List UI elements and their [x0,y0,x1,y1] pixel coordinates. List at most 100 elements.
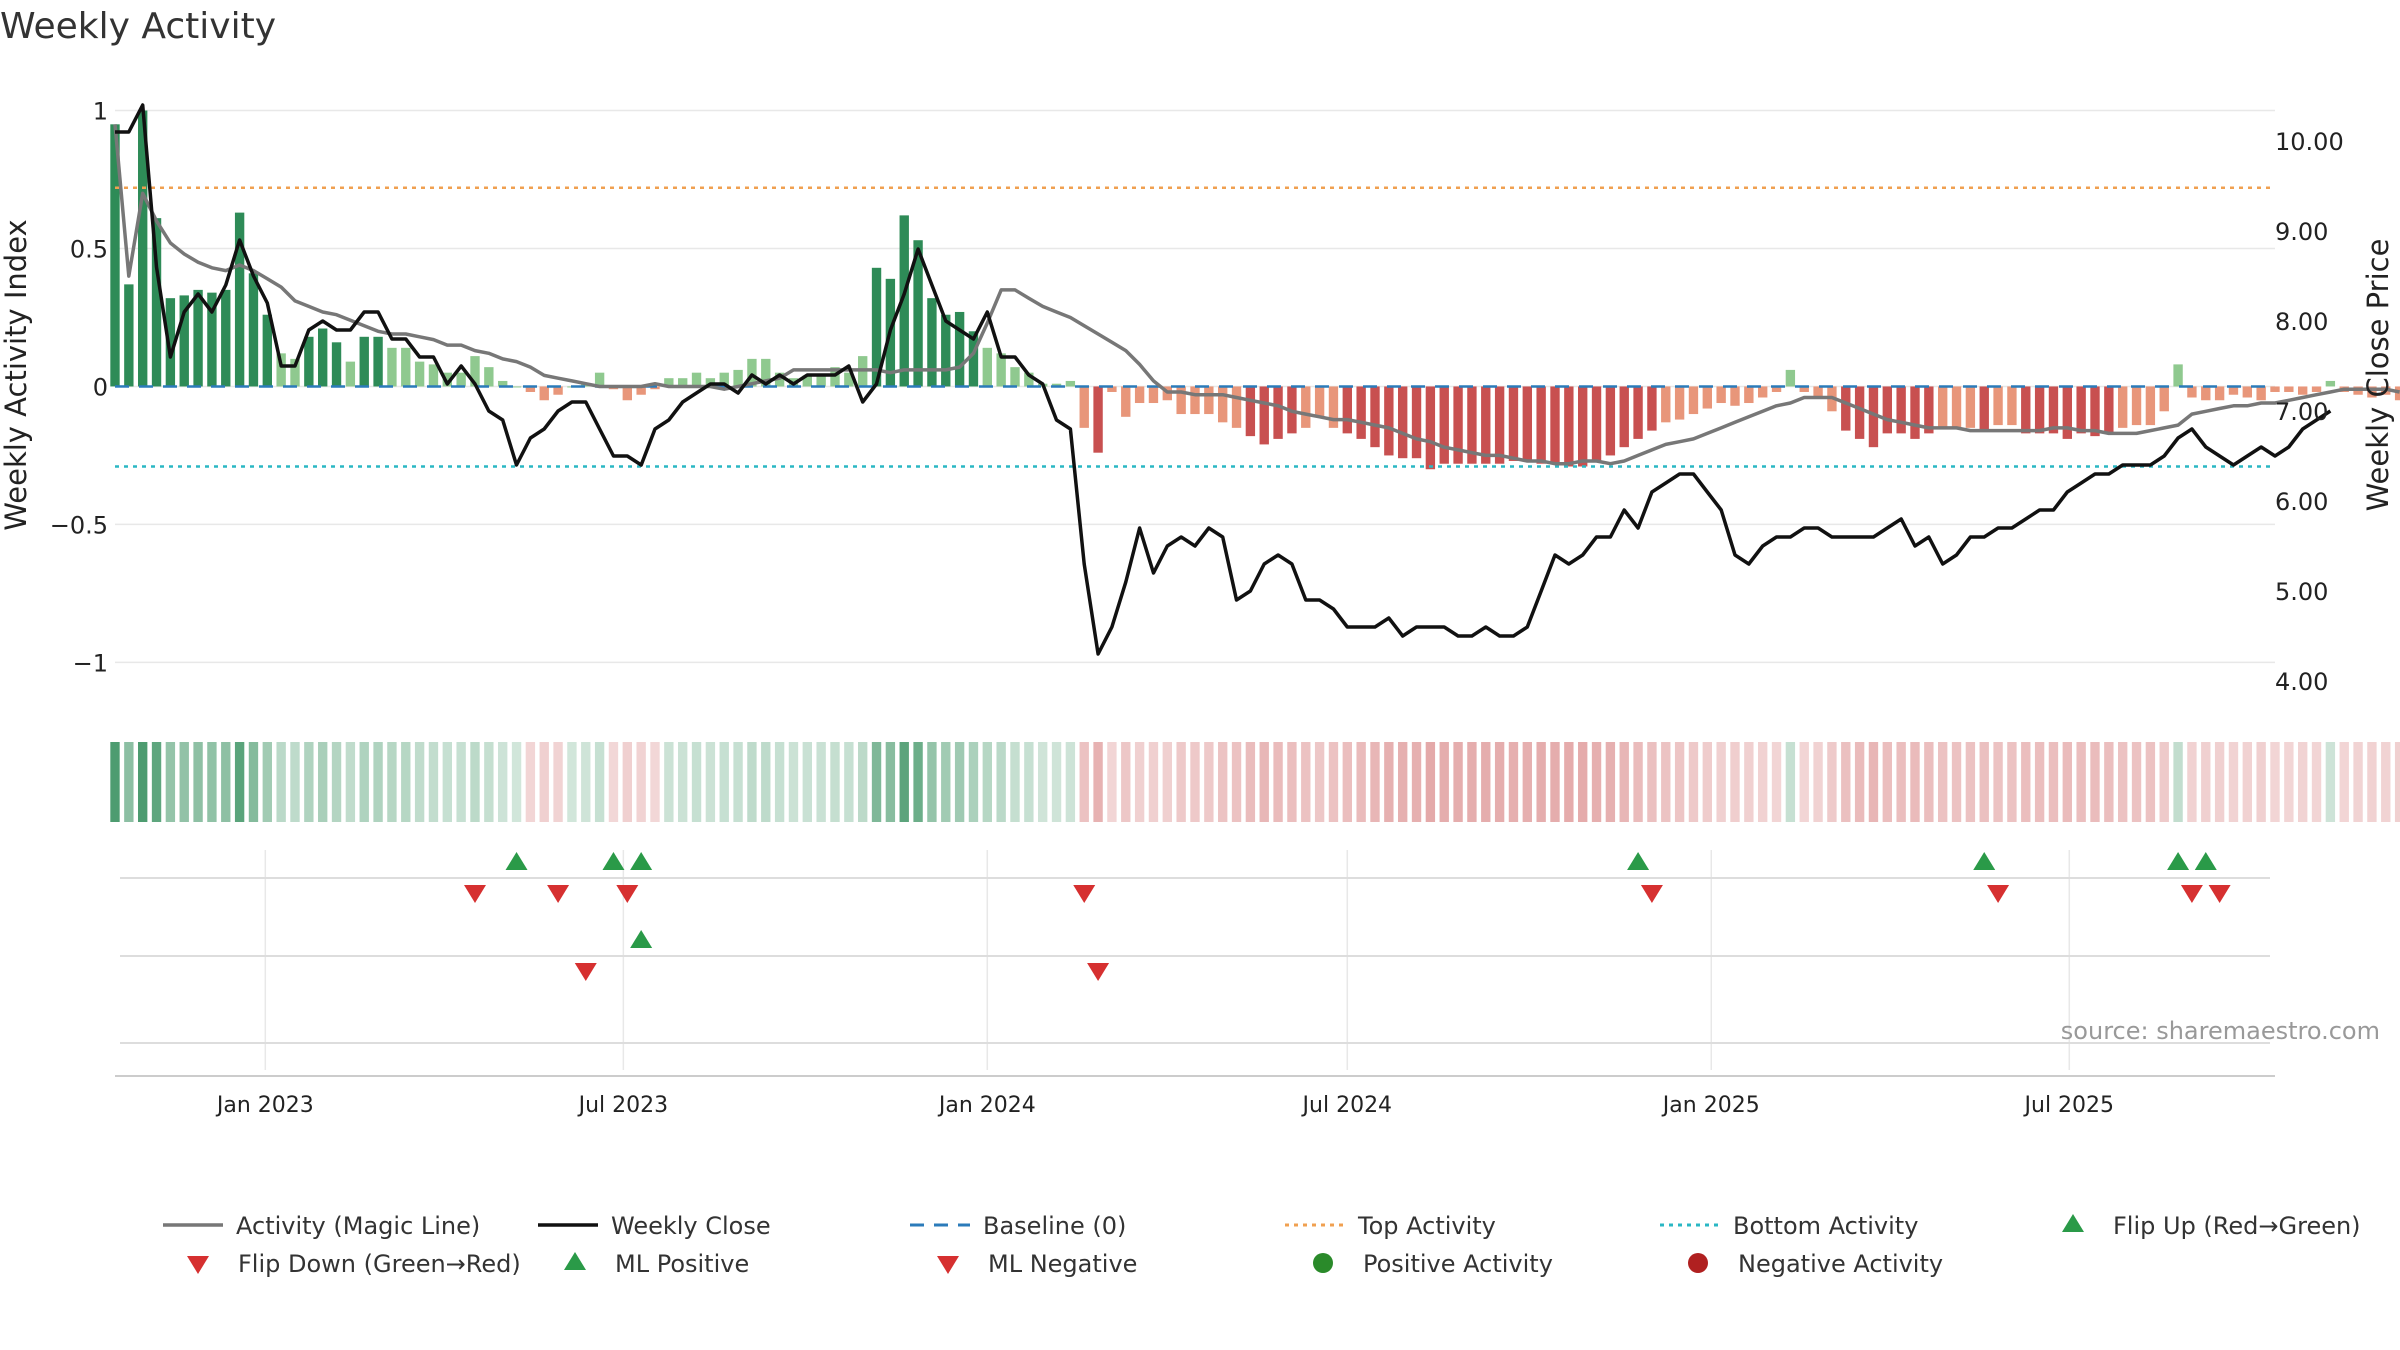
activity-bar [913,240,923,387]
flip-up-marker [1973,852,1996,870]
legend-label: Negative Activity [1738,1250,1943,1278]
activity-bar [2256,386,2266,401]
strip-cell [2173,742,2183,822]
strip-cell [1716,742,1726,822]
x-tick-label: Jan 2025 [1661,1093,1760,1118]
strip-cell [2311,742,2322,822]
activity-bar [1702,386,1712,409]
activity-bar [1868,386,1879,448]
flip-down-marker [1640,885,1663,903]
strip-cell [1411,742,1422,822]
activity-bar [1591,386,1602,461]
strip-cell [1564,742,1574,822]
legend-label: Positive Activity [1363,1250,1553,1278]
strip-cell [1162,742,1172,822]
legend-item: Flip Down (Green→Red) [187,1250,521,1278]
activity-bar [2076,386,2086,434]
strip-cell [1079,742,1089,822]
activity-bar [2145,386,2156,426]
x-tick-label: Jul 2024 [1301,1093,1393,1118]
activity-bar [2311,386,2322,392]
activity-bar [318,328,328,387]
y-tick-label: −1 [73,649,108,677]
strip-cell [1356,742,1366,822]
strip-cell [2007,742,2017,822]
strip-cell [304,742,314,822]
activity-bar [1951,386,1962,428]
activity-bar [1841,386,1851,431]
strip-cell [899,742,909,822]
legend-label: Top Activity [1357,1212,1496,1240]
flip-up-marker [505,852,528,870]
activity-bar [1633,386,1643,439]
x-tick-label: Jan 2023 [215,1093,314,1118]
strip-cell [511,742,522,822]
strip-cell [1453,742,1463,822]
strip-cell [373,742,383,822]
strip-cell [2187,742,2197,822]
strip-cell [691,742,702,822]
strip-cell [1841,742,1851,822]
activity-bar [622,386,632,401]
weekly-close-line [115,103,2332,656]
activity-bar [2201,386,2211,401]
strip-cell [816,742,826,822]
strip-cell [1287,742,1297,822]
activity-bar [1674,386,1685,420]
activity-bar [2325,380,2336,387]
activity-bar [1522,386,1532,461]
flip-up-marker [2194,852,2217,870]
strip-cell [2298,742,2308,822]
strip-cell [636,742,646,822]
activity-bar [2048,386,2059,434]
y-tick-label: 0 [93,373,108,401]
strip-cell [428,742,439,822]
activity-bar [2214,386,2225,401]
x-axis-ticks: Jan 2023 Jul 2023 Jan 2024 Jul 2024 Jan 2025… [215,1093,2114,1118]
activity-bar [1993,386,2003,426]
strip-cell [1038,742,1048,822]
y2-tick-label: 5.00 [2275,578,2328,606]
legend-swatch [187,1256,209,1274]
activity-bar [747,358,757,387]
legend-item: Flip Up (Red→Green) [2062,1212,2361,1240]
activity-bar [1425,386,1436,470]
series-lines [113,103,2400,656]
activity-bar [1536,386,1546,464]
activity-bar [871,267,882,387]
legend-label: Activity (Magic Line) [236,1212,480,1240]
strip-cell [2270,742,2280,822]
strip-cell [1425,742,1436,822]
legend-item: Activity (Magic Line) [163,1212,480,1240]
activity-bar [2159,386,2169,412]
activity-bar [1730,386,1740,406]
strip-cell [401,742,411,822]
strip-cell [1591,742,1602,822]
activity-bar [138,110,148,387]
activity-bar [1785,369,1796,387]
strip-cell [179,742,189,822]
activity-bar [636,386,646,395]
activity-bar [1550,386,1560,464]
signal-markers [464,852,2231,981]
strip-cell [678,742,688,822]
activity-bar [1010,367,1020,387]
strip-cell [1799,742,1809,822]
strip-cell [290,742,300,822]
strip-cell [1993,742,2003,822]
strip-cell [1910,742,1920,822]
activity-bar [1176,386,1186,415]
strip-cell [1148,742,1159,822]
strip-cell [1024,742,1034,822]
strip-cell [1730,742,1740,822]
activity-bar [1411,386,1422,459]
strip-cell [2145,742,2156,822]
activity-bar [2021,386,2031,434]
flip-down-marker [1987,885,2010,903]
strip-cell [1661,742,1671,822]
activity-bar [1342,386,1352,434]
y2-tick-label: 8.00 [2275,308,2328,336]
activity-bar [1619,386,1629,448]
activity-bar [830,367,840,387]
strip-cell [968,742,979,822]
